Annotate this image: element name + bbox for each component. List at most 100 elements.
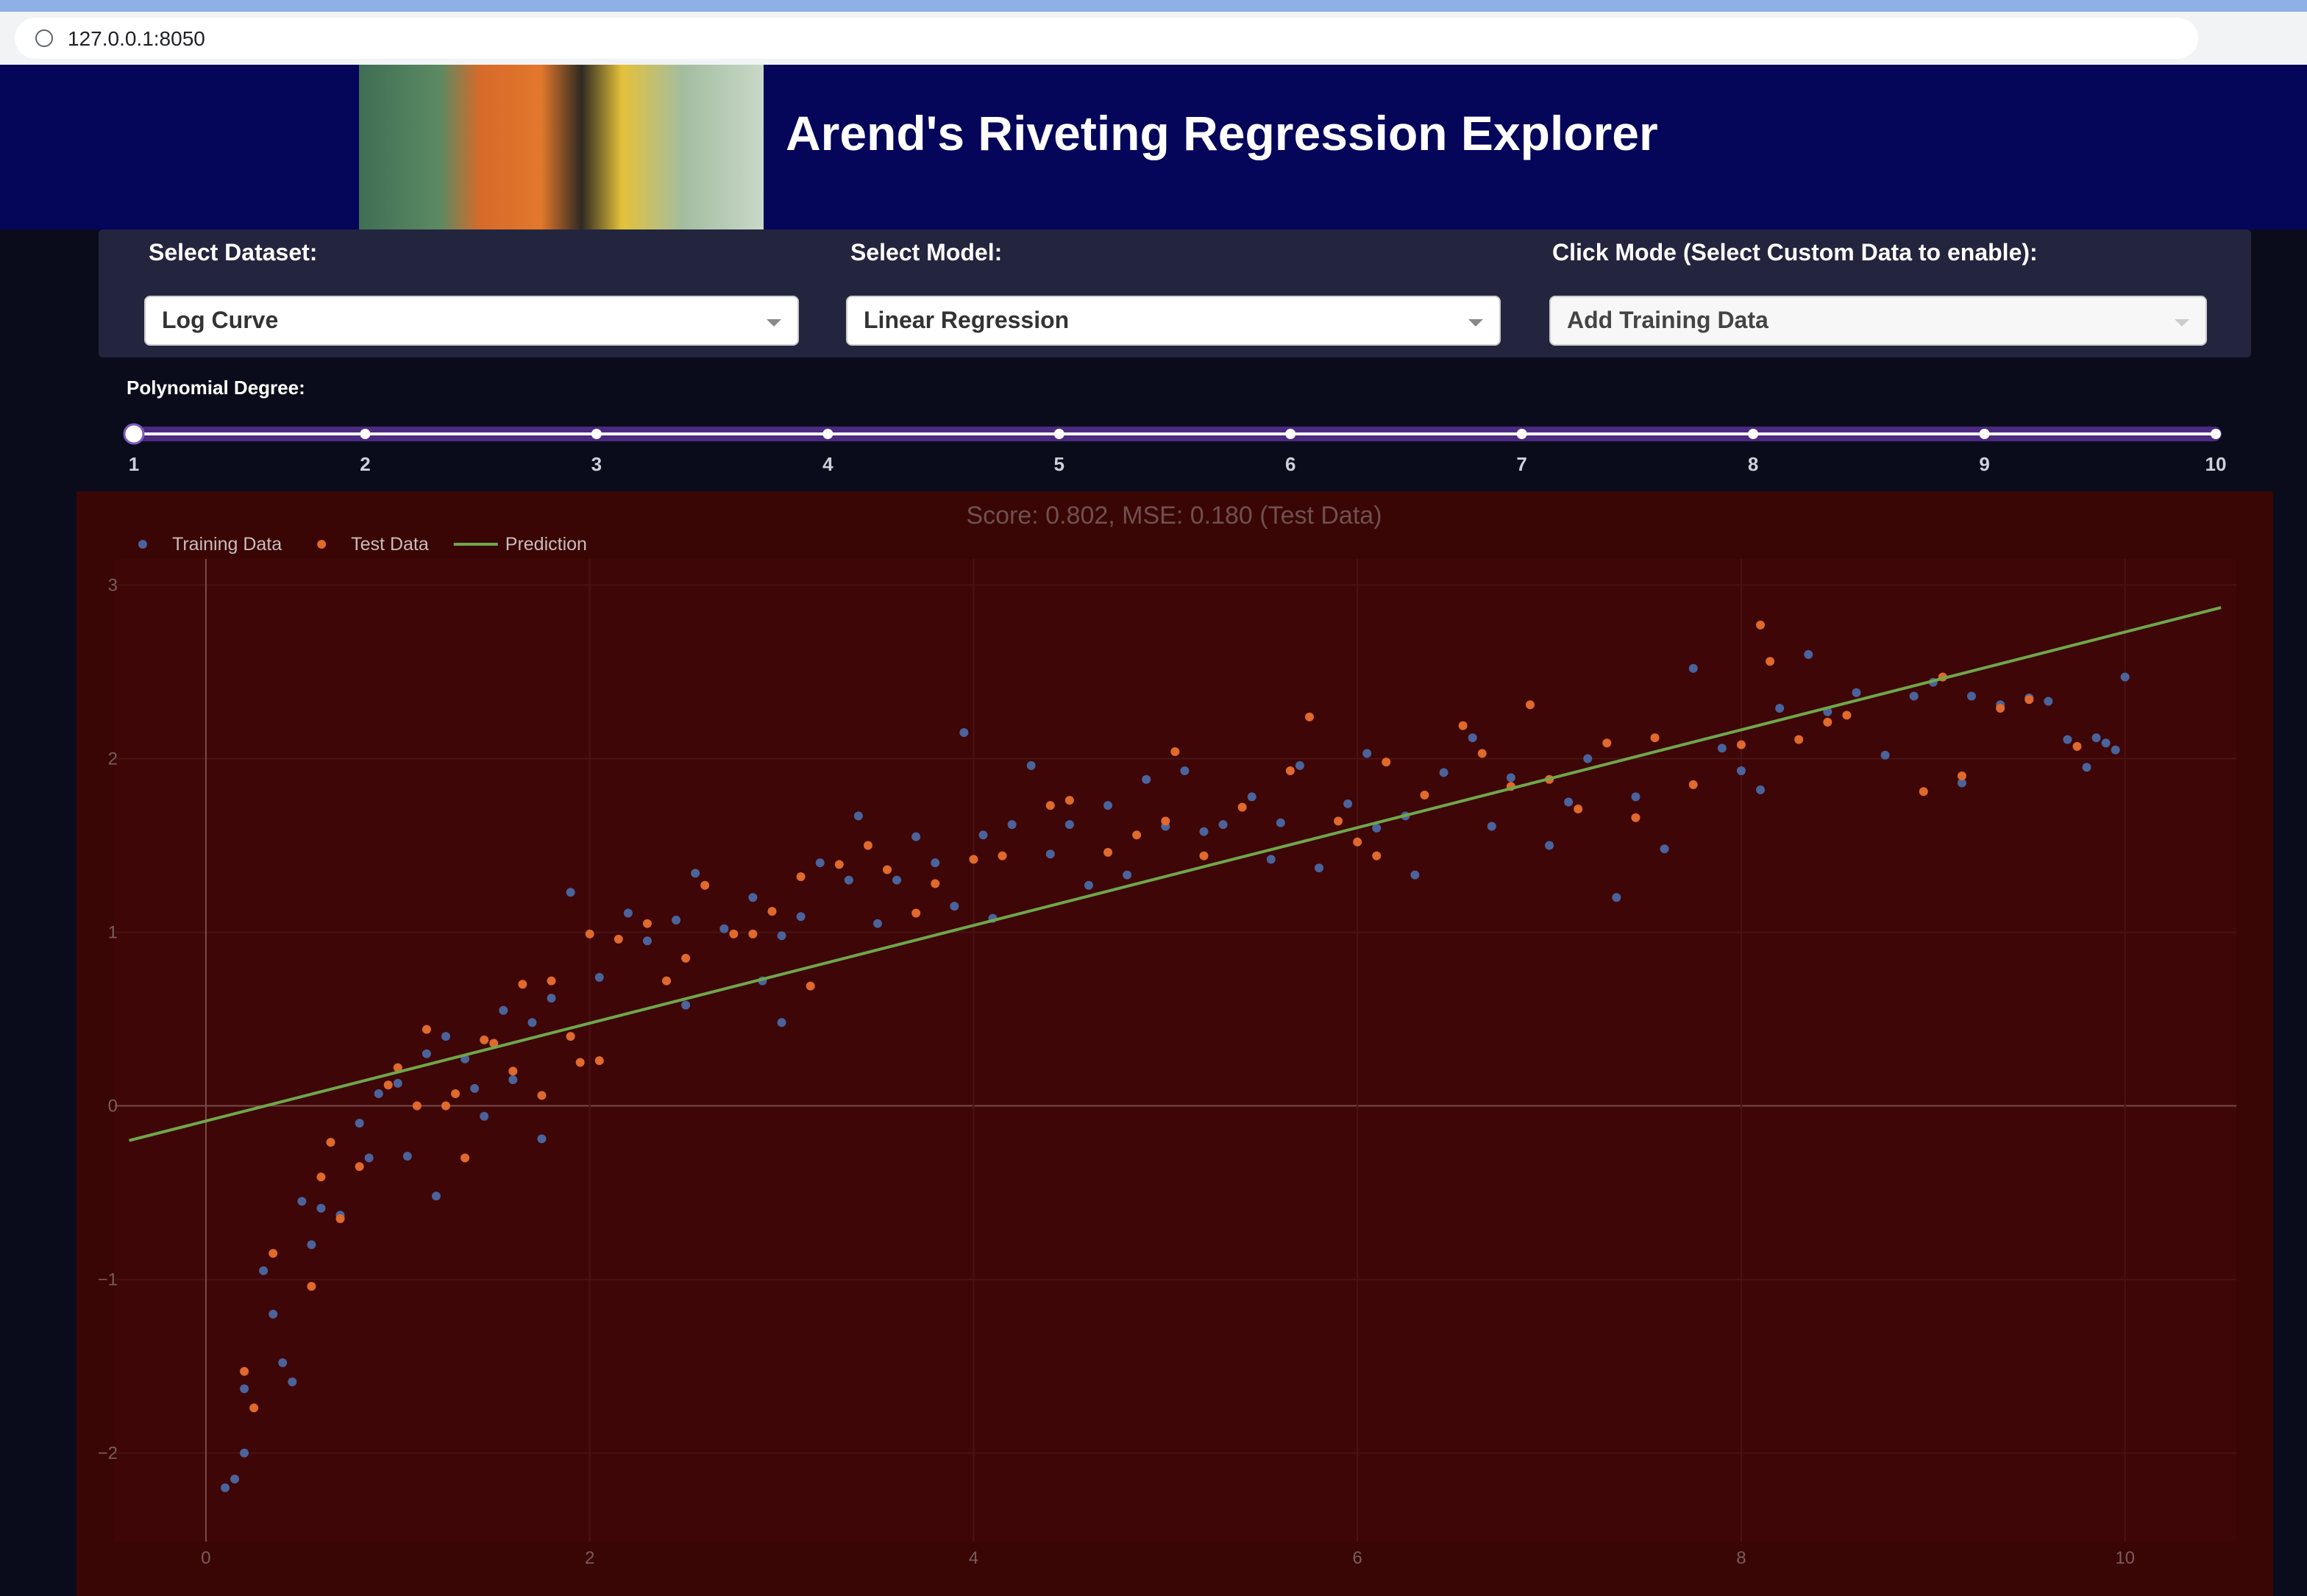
data-point bbox=[1372, 823, 1382, 833]
data-point bbox=[1909, 691, 1919, 701]
x-tick-label: 0 bbox=[201, 1548, 210, 1568]
data-point bbox=[614, 934, 623, 944]
data-point bbox=[1343, 799, 1353, 808]
data-point bbox=[691, 869, 700, 878]
data-point bbox=[1804, 649, 1813, 659]
data-point bbox=[1372, 851, 1382, 861]
data-point bbox=[470, 1083, 480, 1093]
data-point bbox=[1766, 657, 1775, 666]
slider-dot bbox=[1053, 429, 1064, 439]
data-point bbox=[1103, 801, 1113, 811]
slider-dot bbox=[822, 429, 833, 439]
legend-label[interactable]: Test Data bbox=[351, 534, 429, 555]
data-point bbox=[547, 976, 556, 986]
data-point bbox=[767, 907, 777, 916]
dropdown: Add Training Data bbox=[1549, 296, 2207, 346]
data-point bbox=[1439, 768, 1448, 777]
data-point bbox=[978, 830, 988, 840]
data-point bbox=[729, 929, 739, 938]
data-point bbox=[1612, 893, 1621, 902]
data-point bbox=[872, 919, 882, 928]
data-point bbox=[1045, 801, 1055, 811]
data-point bbox=[2091, 733, 2101, 743]
data-point bbox=[1064, 796, 1074, 805]
slider-dot bbox=[1979, 429, 1990, 439]
slider-mark-label: 1 bbox=[129, 453, 139, 475]
slider-handle[interactable] bbox=[123, 423, 145, 445]
data-point bbox=[1525, 700, 1535, 710]
data-point bbox=[1410, 870, 1420, 880]
data-point bbox=[585, 929, 594, 938]
info-icon[interactable] bbox=[35, 29, 53, 47]
data-point bbox=[527, 1018, 537, 1027]
data-point bbox=[259, 1266, 269, 1275]
data-point bbox=[1304, 712, 1314, 722]
data-point bbox=[1957, 778, 1966, 788]
data-point bbox=[642, 919, 652, 928]
header: Arend's Riveting Regression Explorer bbox=[0, 65, 2307, 229]
data-point bbox=[1266, 855, 1276, 864]
address-bar: 127.0.0.1:8050 bbox=[0, 12, 2307, 65]
data-point bbox=[288, 1377, 297, 1386]
data-point bbox=[489, 1039, 499, 1048]
slider-mark-label: 3 bbox=[591, 453, 602, 475]
slider[interactable]: 1 2 3 4 5 6 7 8 9 10 bbox=[0, 412, 2307, 485]
data-point bbox=[374, 1089, 383, 1099]
data-point bbox=[230, 1475, 240, 1484]
data-point bbox=[1132, 830, 1142, 840]
data-point bbox=[307, 1282, 316, 1292]
data-point bbox=[911, 832, 921, 841]
dropdown[interactable]: Linear Regression bbox=[846, 296, 1501, 346]
data-point bbox=[441, 1032, 451, 1041]
data-point bbox=[1420, 791, 1429, 800]
data-point bbox=[796, 872, 806, 881]
data-point bbox=[566, 1032, 575, 1041]
data-point bbox=[335, 1214, 345, 1223]
legend-label[interactable]: Training Data bbox=[172, 534, 282, 555]
data-point bbox=[240, 1384, 249, 1394]
x-tick-label: 8 bbox=[1736, 1548, 1746, 1568]
data-point bbox=[777, 1018, 786, 1027]
data-point bbox=[2044, 697, 2053, 706]
data-point bbox=[1247, 792, 1256, 802]
data-point bbox=[931, 858, 940, 868]
data-point bbox=[950, 902, 959, 911]
data-point bbox=[815, 858, 825, 868]
data-point bbox=[1966, 691, 1976, 701]
chart: Score: 0.802, MSE: 0.180 (Test Data) −2 −1… bbox=[98, 502, 2236, 1568]
url-field[interactable]: 127.0.0.1:8050 bbox=[15, 18, 2198, 59]
data-point bbox=[269, 1249, 278, 1258]
data-point bbox=[1295, 760, 1304, 770]
slider-mark-label: 4 bbox=[822, 453, 833, 475]
data-point bbox=[969, 855, 978, 864]
chart-title: Score: 0.802, MSE: 0.180 (Test Data) bbox=[966, 502, 1382, 530]
data-point bbox=[249, 1403, 259, 1413]
data-point bbox=[451, 1089, 461, 1099]
dropdown[interactable]: Log Curve bbox=[144, 296, 799, 346]
data-point bbox=[1919, 787, 1928, 797]
data-point bbox=[700, 880, 710, 890]
data-point bbox=[1180, 766, 1190, 775]
data-point bbox=[594, 1056, 604, 1066]
data-point bbox=[892, 875, 902, 885]
slider-mark-label: 5 bbox=[1054, 453, 1064, 475]
data-point bbox=[642, 936, 652, 946]
data-point bbox=[307, 1240, 316, 1250]
data-point bbox=[1823, 717, 1833, 727]
legend-swatch bbox=[317, 540, 327, 549]
slider-mark-label: 7 bbox=[1516, 453, 1526, 475]
legend-label[interactable]: Prediction bbox=[505, 534, 587, 555]
data-point bbox=[1717, 744, 1727, 753]
data-point bbox=[1545, 841, 1554, 850]
data-point bbox=[681, 953, 691, 963]
data-point bbox=[863, 841, 872, 850]
data-point bbox=[393, 1063, 402, 1072]
data-point bbox=[364, 1153, 374, 1163]
y-tick-label: 0 bbox=[108, 1097, 118, 1116]
data-point bbox=[1506, 773, 1515, 783]
data-point bbox=[575, 1058, 585, 1067]
data-point bbox=[1775, 703, 1785, 713]
control-label: Select Dataset: bbox=[149, 241, 318, 266]
data-point bbox=[1650, 733, 1660, 743]
data-point bbox=[412, 1101, 422, 1111]
